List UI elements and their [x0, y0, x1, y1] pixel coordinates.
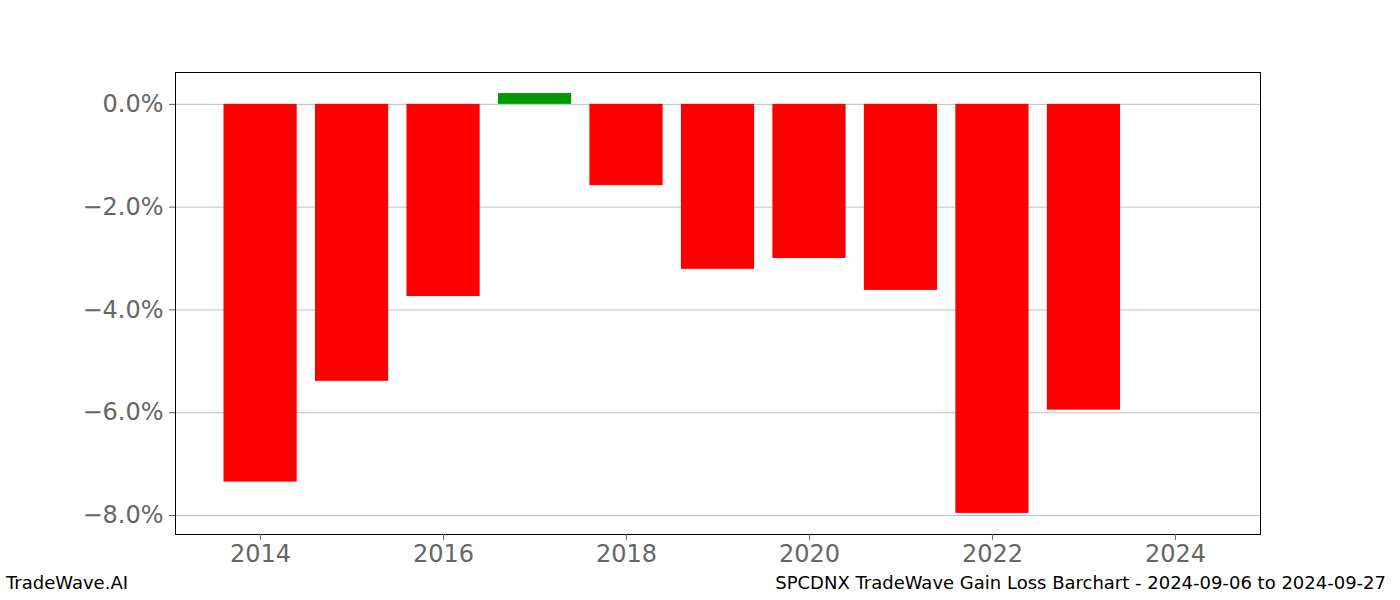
svg-text:2018: 2018	[596, 540, 657, 568]
svg-text:−6.0%: −6.0%	[82, 398, 163, 426]
svg-text:2024: 2024	[1145, 540, 1206, 568]
svg-text:−4.0%: −4.0%	[82, 296, 163, 324]
html-text:SPCDNX TradeWave Gain Loss Bar: SPCDNX TradeWave Gain Loss Barchart - 20…	[775, 572, 1386, 593]
svg-text:−2.0%: −2.0%	[82, 193, 163, 221]
svg-text:2016: 2016	[413, 540, 474, 568]
svg-text:2014: 2014	[230, 540, 291, 568]
svg-text:2020: 2020	[779, 540, 840, 568]
html-text:TradeWave.AI: TradeWave.AI	[6, 572, 128, 593]
svg-text:0.0%: 0.0%	[103, 90, 164, 118]
svg-text:2022: 2022	[962, 540, 1023, 568]
svg-text:−8.0%: −8.0%	[82, 501, 163, 529]
